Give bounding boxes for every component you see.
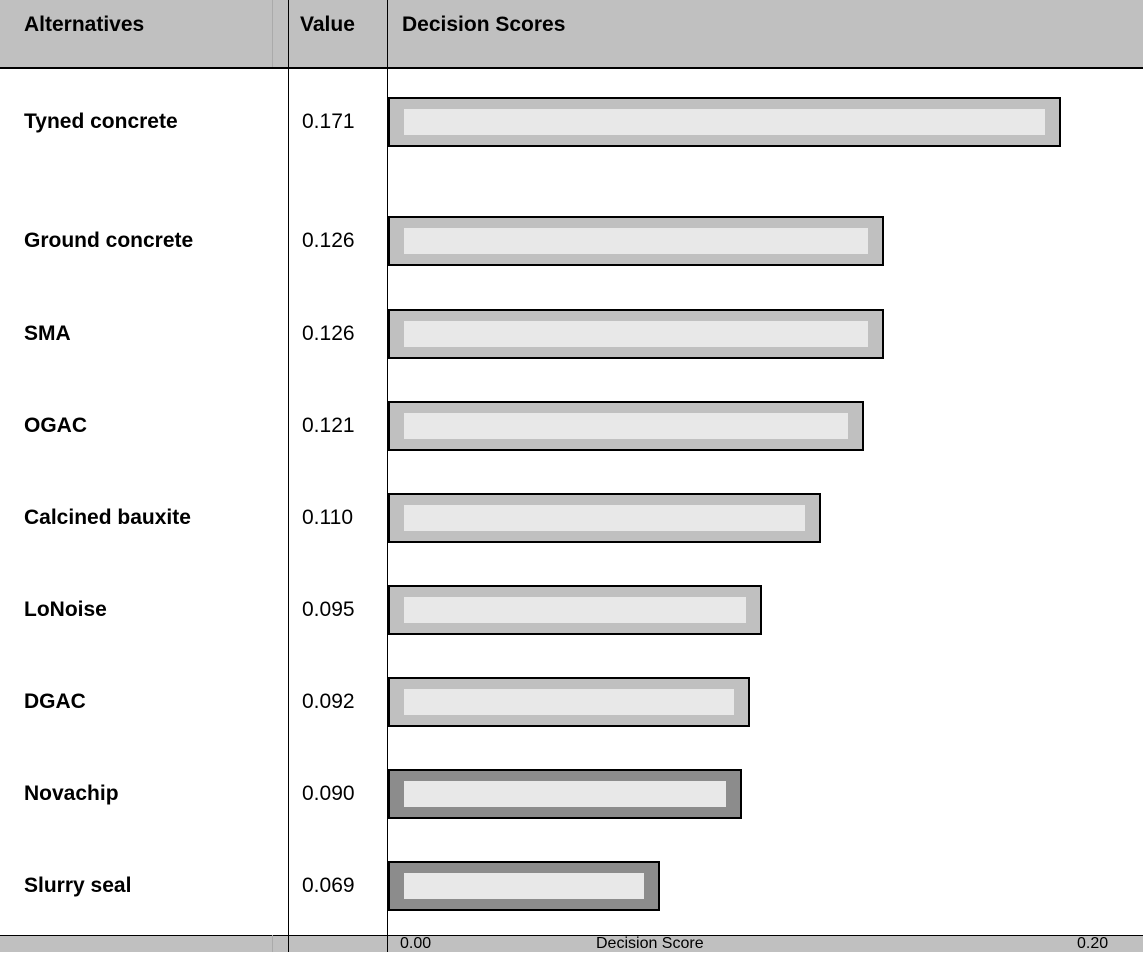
value-label: 0.126 xyxy=(302,322,355,345)
axis-title: Decision Score xyxy=(596,935,704,952)
bar-highlight xyxy=(404,321,868,347)
bar-highlight xyxy=(404,873,644,899)
header-value: Value xyxy=(300,13,355,36)
decision-score-bar xyxy=(388,493,821,543)
bar-highlight xyxy=(404,505,805,531)
alternative-label: Calcined bauxite xyxy=(24,506,191,529)
value-label: 0.069 xyxy=(302,874,355,897)
footer-divider xyxy=(288,935,289,952)
table-header xyxy=(0,0,1143,69)
decision-score-bar xyxy=(388,309,884,359)
alternative-label: Novachip xyxy=(24,782,119,805)
alternative-label: LoNoise xyxy=(24,598,107,621)
value-label: 0.092 xyxy=(302,690,355,713)
alternative-label: Slurry seal xyxy=(24,874,132,897)
chart-axis-line xyxy=(387,69,388,935)
footer-divider xyxy=(387,935,388,952)
bar-highlight xyxy=(404,781,726,807)
decision-score-bar xyxy=(388,677,750,727)
value-label: 0.126 xyxy=(302,229,355,252)
header-divider xyxy=(387,0,388,67)
bar-highlight xyxy=(404,109,1045,135)
value-label: 0.171 xyxy=(302,110,355,133)
decision-score-bar xyxy=(388,769,742,819)
bar-highlight xyxy=(404,413,848,439)
bar-highlight xyxy=(404,689,734,715)
header-decision-scores: Decision Scores xyxy=(402,13,566,36)
decision-score-bar xyxy=(388,585,762,635)
alternative-label: DGAC xyxy=(24,690,86,713)
footer-divider xyxy=(272,935,273,952)
bar-highlight xyxy=(404,228,868,254)
table-footer xyxy=(0,935,1143,952)
header-alternatives: Alternatives xyxy=(24,13,145,36)
header-divider xyxy=(272,0,273,67)
decision-score-bar xyxy=(388,401,864,451)
header-divider xyxy=(288,0,289,67)
alternative-label: Tyned concrete xyxy=(24,110,178,133)
value-label: 0.110 xyxy=(302,506,353,529)
alternative-label: Ground concrete xyxy=(24,229,194,252)
decision-score-bar xyxy=(388,97,1061,147)
alternative-label: SMA xyxy=(24,322,71,345)
alternative-label: OGAC xyxy=(24,414,87,437)
value-label: 0.095 xyxy=(302,598,355,621)
column-divider xyxy=(288,69,289,935)
decision-score-bar xyxy=(388,216,884,266)
value-label: 0.090 xyxy=(302,782,355,805)
axis-max-label: 0.20 xyxy=(1077,935,1109,952)
bar-highlight xyxy=(404,597,746,623)
value-label: 0.121 xyxy=(302,414,355,437)
axis-min-label: 0.00 xyxy=(400,935,432,952)
decision-score-bar xyxy=(388,861,660,911)
